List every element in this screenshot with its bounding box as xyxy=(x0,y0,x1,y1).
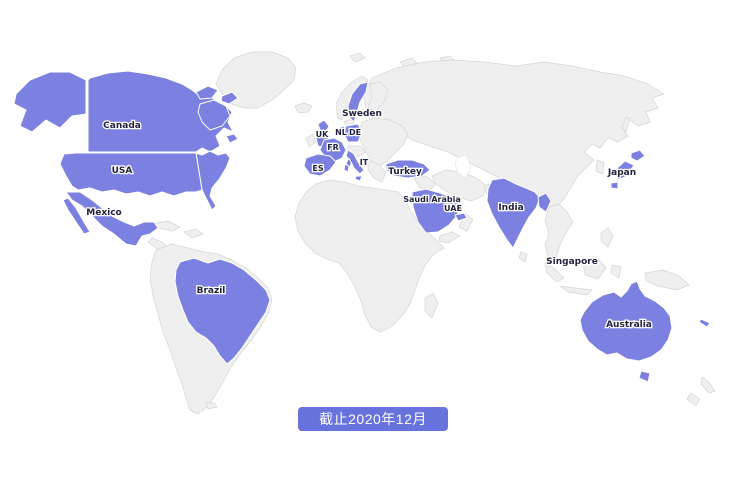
landmass-africa xyxy=(294,179,445,333)
landmass-sulawesi xyxy=(610,264,622,279)
country-italy[interactable] xyxy=(343,149,365,182)
label-japan: Japan xyxy=(607,168,636,178)
landmass-asia-russia xyxy=(363,59,665,213)
label-es: ES xyxy=(312,164,323,173)
landmass-philippines xyxy=(600,227,614,248)
label-uk: UK xyxy=(316,130,329,139)
landmass-ireland xyxy=(305,133,317,148)
label-it: IT xyxy=(360,158,369,167)
country-spain[interactable] xyxy=(303,153,337,177)
label-usa: USA xyxy=(112,166,133,176)
landmass-borneo xyxy=(582,257,607,280)
caption-badge: 截止2020年12月 xyxy=(298,407,448,431)
landmass-madagascar xyxy=(424,292,439,319)
country-mexico[interactable] xyxy=(62,191,159,247)
label-saudi-arabia: Saudi Arabia xyxy=(403,195,461,204)
landmass-indochina xyxy=(544,203,574,265)
landmass-svalbard xyxy=(349,52,366,63)
landmass-iran xyxy=(431,169,488,202)
landmass-sumatra xyxy=(544,262,565,283)
country-canada[interactable] xyxy=(87,70,234,153)
country-canada-arctic-islands[interactable] xyxy=(195,85,239,105)
country-new-caledonia[interactable] xyxy=(698,318,711,328)
label-singapore: Singapore xyxy=(546,257,598,267)
landmass-balkans-greece xyxy=(367,159,387,183)
landmass-iceland xyxy=(294,102,313,114)
label-nl: NL xyxy=(335,128,347,137)
label-turkey: Turkey xyxy=(388,167,422,177)
landmass-hispaniola xyxy=(183,228,204,239)
landmass-java xyxy=(559,285,593,296)
label-brazil: Brazil xyxy=(197,286,226,296)
country-uae[interactable] xyxy=(454,212,468,222)
label-india: India xyxy=(498,203,523,213)
country-australia[interactable] xyxy=(579,280,673,383)
label-uae: UAE xyxy=(444,204,462,213)
label-canada: Canada xyxy=(103,121,141,131)
label-australia: Australia xyxy=(606,320,652,330)
label-de: DE xyxy=(349,128,361,137)
landmass-falklands xyxy=(205,402,218,410)
landmass-sri-lanka xyxy=(518,251,528,263)
landmass-new-zealand xyxy=(686,376,716,407)
label-mexico: Mexico xyxy=(86,208,121,218)
country-canada-baffin[interactable] xyxy=(197,99,231,131)
country-india[interactable] xyxy=(486,177,541,249)
landmass-korea xyxy=(595,159,605,175)
country-usa[interactable] xyxy=(59,152,203,197)
landmass-finland xyxy=(367,81,389,113)
country-japan[interactable] xyxy=(610,149,646,190)
landmass-yemen xyxy=(438,231,461,244)
country-brazil[interactable] xyxy=(174,257,271,365)
country-saudi-arabia[interactable] xyxy=(411,188,461,234)
country-turkey[interactable] xyxy=(385,159,431,179)
country-usa-alaska[interactable] xyxy=(13,71,87,133)
caspian-sea xyxy=(454,154,472,179)
landmass-new-guinea xyxy=(644,269,690,291)
country-bangladesh[interactable] xyxy=(537,192,552,213)
label-sweden: Sweden xyxy=(342,109,382,119)
country-germany[interactable] xyxy=(343,123,363,143)
landmass-eastern-europe xyxy=(359,117,409,167)
country-sweden[interactable] xyxy=(347,81,369,123)
landmass-iraq-syria xyxy=(413,175,437,191)
country-canada-newfoundland[interactable] xyxy=(225,133,239,144)
landmass-greenland xyxy=(215,51,297,109)
label-fr: FR xyxy=(327,143,339,152)
landmass-sakhalin xyxy=(621,116,631,133)
